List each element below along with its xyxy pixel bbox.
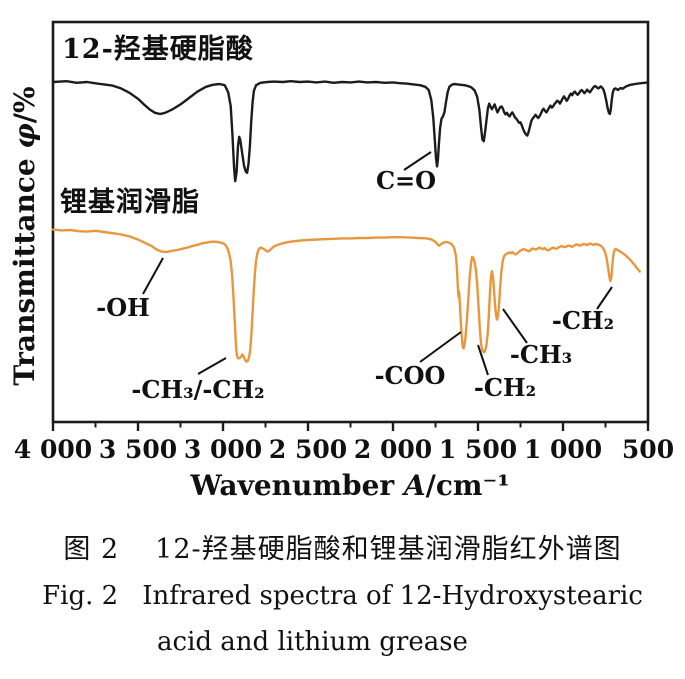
- annotation-leader-line: [403, 151, 432, 171]
- x-axis-label: Wavenumber A/cm⁻¹: [190, 472, 509, 500]
- annotation-leader-line: [596, 286, 613, 310]
- x-axis-tick-label: 500: [622, 435, 674, 464]
- spectrum-curve-hydroxystearic-acid: [51, 80, 650, 183]
- annotation-leader-line: [197, 357, 227, 375]
- x-axis-tick-label: 1 500: [439, 435, 517, 464]
- caption-english-text: Infrared spectra of 12-Hydroxystearic: [142, 581, 643, 611]
- x-axis-label-unit: /cm⁻¹: [425, 469, 510, 502]
- x-axis-tick-label: 3 000: [184, 435, 262, 464]
- caption-english-fig-label: Fig. 2: [42, 581, 119, 611]
- x-axis-label-symbol: A: [403, 469, 426, 502]
- annotation-ch2-right: -CH₂: [551, 306, 615, 335]
- annotation-ch3-ch2: -CH₃/-CH₂: [131, 375, 265, 404]
- spectrum-curve-lithium-grease: [51, 228, 641, 363]
- x-axis-tick-label: 4 000: [14, 435, 92, 464]
- annotation-c-o: C=O: [375, 166, 437, 195]
- annotation-leader-line: [477, 344, 489, 376]
- annotation-oh: -OH: [96, 293, 150, 322]
- series-label-lithium-grease: 锂基润滑脂: [60, 187, 200, 218]
- caption-english-line2: acid and lithium grease: [157, 627, 468, 657]
- y-axis-label-unit: /%: [8, 86, 41, 124]
- annotation-ch2-mid: -CH₂: [473, 373, 537, 402]
- caption-chinese-text: 12-羟基硬脂酸和锂基润滑脂红外谱图: [155, 534, 622, 565]
- caption-english-line1: Fig. 2 Infrared spectra of 12-Hydroxystea…: [0, 581, 685, 611]
- x-axis-tick-label: 2 000: [354, 435, 432, 464]
- caption-chinese: 图 2 12-羟基硬脂酸和锂基润滑脂红外谱图: [0, 527, 685, 566]
- annotation-ch3: -CH₃: [509, 340, 573, 369]
- annotation-leader-line: [142, 257, 164, 295]
- series-label-hydroxystearic-acid: 12-羟基硬脂酸: [62, 34, 254, 65]
- x-axis-tick-label: 3 500: [99, 435, 177, 464]
- caption-chinese-fig-label: 图 2: [63, 534, 120, 565]
- annotation-leader-line: [502, 308, 528, 344]
- y-axis-label-symbol: φ: [8, 123, 41, 149]
- x-axis-tick-label: 2 500: [269, 435, 347, 464]
- y-axis-label-text: Transmittance: [8, 148, 41, 386]
- annotation-coo: -COO: [374, 361, 446, 390]
- x-axis-tick-label: 1 000: [524, 435, 602, 464]
- annotation-leader-line: [419, 331, 462, 363]
- x-axis-label-text: Wavenumber: [190, 469, 404, 502]
- y-axis-label: Transmittance φ/%: [8, 86, 41, 386]
- spectra-plot: 4 000 3 500 3 000 2 500 2 000 1 500 1 000 500: [14, 20, 674, 464]
